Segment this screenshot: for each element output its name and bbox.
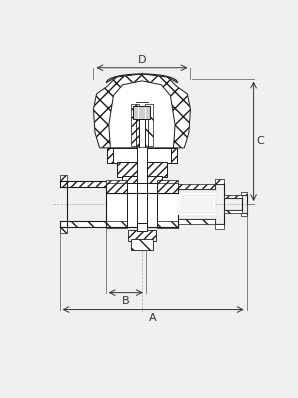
Bar xyxy=(127,183,157,227)
Text: D: D xyxy=(138,55,146,65)
Text: A: A xyxy=(149,313,157,324)
Bar xyxy=(60,227,67,233)
Bar xyxy=(156,180,178,187)
Text: C: C xyxy=(257,136,264,146)
Bar xyxy=(145,104,153,146)
Bar xyxy=(113,148,171,163)
Bar xyxy=(240,213,247,217)
Text: B: B xyxy=(122,297,130,306)
Bar xyxy=(106,183,127,193)
Bar xyxy=(178,193,215,215)
Bar xyxy=(106,221,127,228)
Bar xyxy=(224,195,242,198)
Bar xyxy=(106,148,177,163)
Bar xyxy=(178,219,215,224)
Bar xyxy=(178,184,215,189)
Bar xyxy=(134,105,150,119)
Bar xyxy=(131,240,153,250)
Bar xyxy=(156,221,178,228)
Bar xyxy=(215,179,224,184)
Bar xyxy=(122,176,162,189)
Bar xyxy=(106,180,127,187)
Bar xyxy=(60,221,106,227)
Polygon shape xyxy=(94,74,190,148)
Bar xyxy=(156,183,178,193)
Bar xyxy=(136,148,147,189)
Bar xyxy=(240,192,247,195)
Bar xyxy=(60,175,67,181)
Bar xyxy=(128,230,156,241)
Bar xyxy=(106,193,178,227)
Bar xyxy=(117,162,167,177)
Bar xyxy=(215,224,224,229)
Bar xyxy=(60,181,106,187)
Bar xyxy=(136,223,147,231)
Polygon shape xyxy=(109,81,175,148)
Bar xyxy=(131,104,139,146)
Bar xyxy=(224,210,242,213)
